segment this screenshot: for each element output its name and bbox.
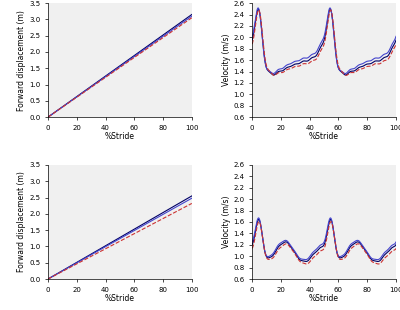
X-axis label: %Stride: %Stride <box>105 132 135 141</box>
X-axis label: %Stride: %Stride <box>309 132 339 141</box>
Y-axis label: Forward displacement (m): Forward displacement (m) <box>17 10 26 111</box>
Y-axis label: Forward displacement (m): Forward displacement (m) <box>17 171 26 272</box>
Y-axis label: Velocity (m/s): Velocity (m/s) <box>222 34 230 86</box>
X-axis label: %Stride: %Stride <box>105 294 135 303</box>
X-axis label: %Stride: %Stride <box>309 294 339 303</box>
Y-axis label: Velocity (m/s): Velocity (m/s) <box>222 196 230 248</box>
